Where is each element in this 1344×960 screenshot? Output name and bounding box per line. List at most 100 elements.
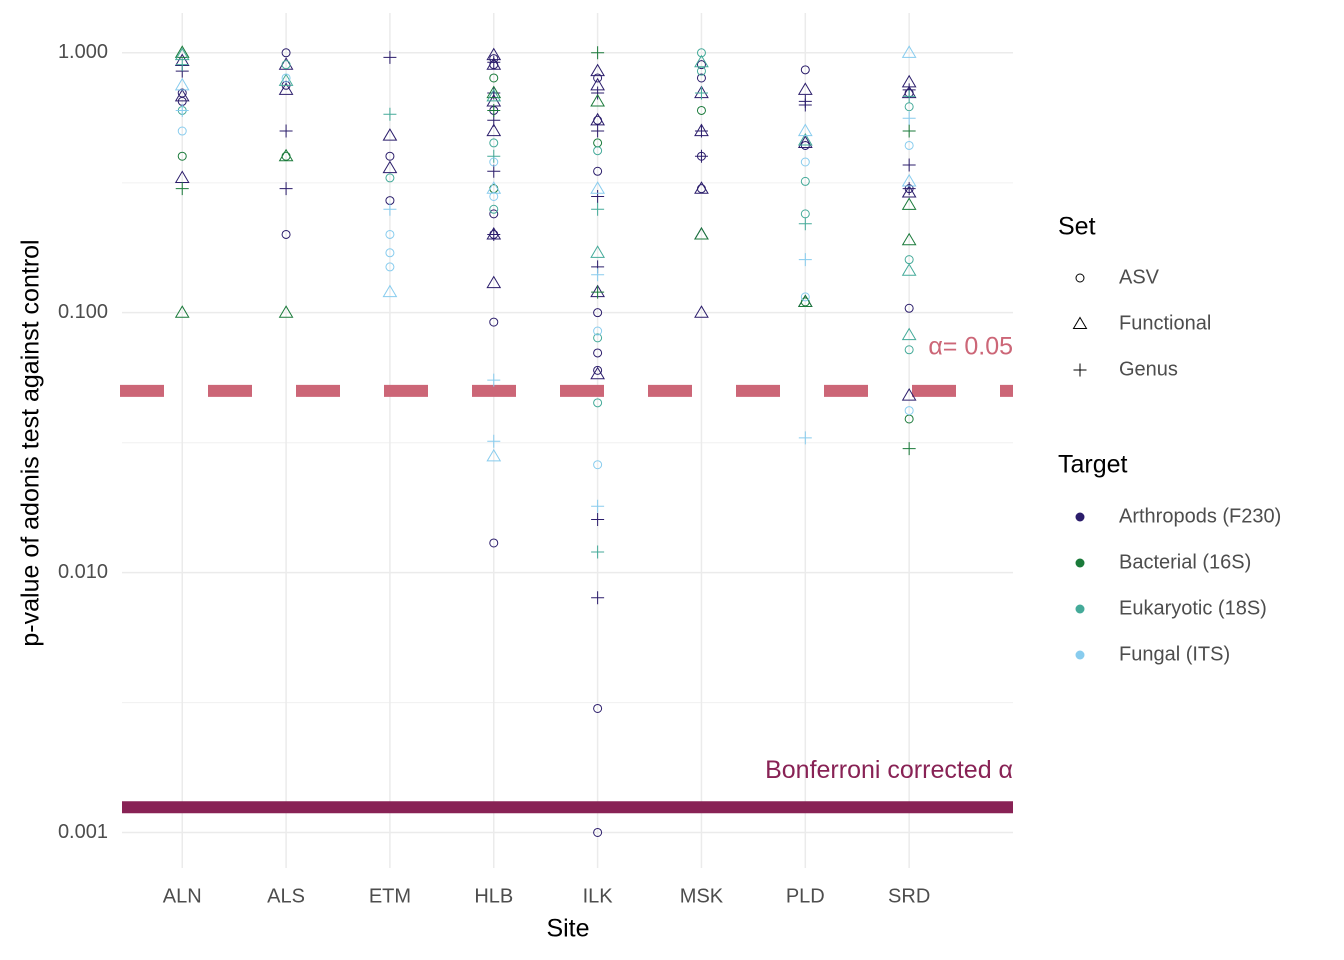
legend-title: Target (1058, 451, 1128, 479)
point (174, 77, 190, 91)
point (696, 73, 706, 83)
y-tick-label: 1.000 (58, 41, 108, 63)
point (901, 45, 917, 58)
point (591, 285, 605, 299)
point (694, 124, 708, 138)
x-tick-label: SRD (888, 885, 930, 907)
point (593, 146, 603, 156)
point (281, 73, 291, 83)
point (902, 124, 916, 138)
point (487, 373, 501, 387)
y-tick-label: 0.010 (58, 561, 108, 583)
legend-label: Bacterial (16S) (1119, 551, 1251, 573)
point (1075, 273, 1085, 283)
point (593, 827, 603, 837)
y-axis-label: p-value of adonis test against control (17, 239, 45, 646)
point (593, 333, 603, 343)
point (798, 217, 812, 231)
point (593, 460, 603, 470)
x-axis-label: Site (546, 915, 589, 943)
point (593, 73, 603, 83)
reference-label: Bonferroni corrected α (765, 756, 1013, 784)
point (904, 303, 914, 313)
point (694, 226, 709, 240)
point (385, 229, 395, 239)
point (694, 181, 709, 194)
point (489, 317, 499, 327)
point (696, 60, 706, 70)
point (590, 366, 605, 380)
x-tick-label: HLB (474, 885, 513, 907)
point (696, 105, 706, 115)
point (281, 229, 291, 239)
point (278, 82, 294, 95)
point (278, 57, 294, 70)
point (487, 55, 501, 69)
legend-title: Set (1058, 213, 1096, 241)
point (593, 326, 603, 336)
point (174, 45, 190, 58)
point (486, 123, 502, 137)
legend-label: Eukaryotic (18S) (1119, 597, 1267, 619)
point (279, 124, 293, 138)
point (901, 173, 917, 187)
point (797, 294, 813, 307)
legend-label: Genus (1119, 358, 1178, 380)
point (902, 89, 916, 103)
point (800, 157, 810, 167)
point (902, 442, 916, 456)
point (797, 123, 813, 137)
point (591, 268, 605, 282)
point (279, 182, 293, 196)
point (486, 181, 502, 194)
legend-swatch (1075, 604, 1085, 614)
legend-label: Fungal (ITS) (1119, 643, 1230, 665)
point (487, 434, 501, 448)
point (487, 164, 501, 178)
point (593, 365, 603, 375)
point (175, 58, 189, 72)
point (798, 253, 812, 267)
point (590, 245, 605, 258)
point (1072, 316, 1088, 330)
x-tick-label: ALN (163, 885, 202, 907)
point (385, 151, 395, 161)
point (1073, 363, 1087, 377)
point (591, 499, 605, 513)
point (489, 538, 499, 548)
point (591, 202, 605, 216)
point (487, 103, 501, 117)
point (591, 46, 605, 60)
legend-label: Arthropods (F230) (1119, 505, 1281, 527)
point (901, 263, 917, 276)
legend-swatch (1075, 650, 1085, 660)
point (591, 545, 605, 559)
x-tick-label: PLD (786, 885, 825, 907)
point (489, 73, 499, 83)
point (901, 232, 917, 246)
point (486, 57, 502, 70)
point (694, 86, 708, 100)
point (489, 138, 499, 148)
point (383, 107, 397, 121)
point (800, 65, 810, 75)
point (281, 48, 291, 58)
point (591, 124, 605, 138)
y-tick-label: 0.001 (58, 821, 108, 843)
x-tick-label: ETM (369, 885, 411, 907)
point (278, 148, 294, 162)
point (694, 305, 709, 318)
point (382, 128, 398, 141)
point (800, 292, 810, 302)
point (904, 345, 914, 355)
point (383, 202, 397, 216)
point (177, 126, 187, 136)
point (487, 149, 501, 163)
point (901, 197, 917, 210)
x-tick-label: ILK (583, 885, 614, 907)
point (487, 227, 501, 241)
point (694, 149, 708, 163)
point (486, 275, 502, 289)
x-tick-label: ALS (267, 885, 305, 907)
legend-swatch (1075, 558, 1085, 568)
